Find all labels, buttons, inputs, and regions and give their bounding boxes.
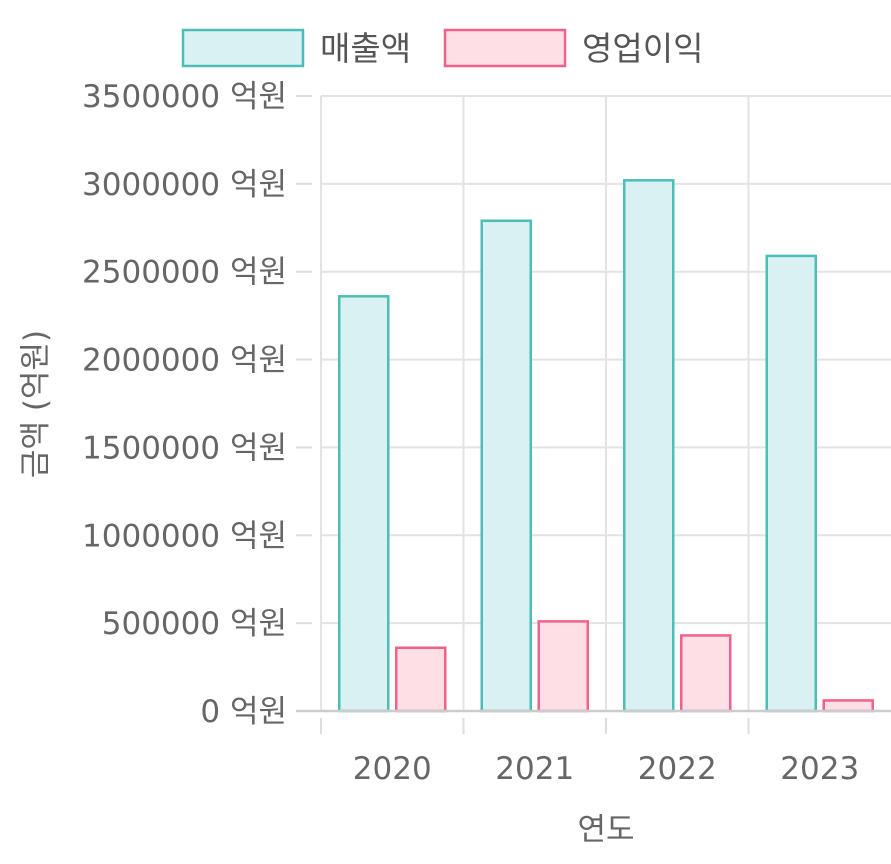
y-tick-label: 3000000 억원 (82, 167, 287, 203)
y-tick-label: 1500000 억원 (82, 430, 287, 466)
legend-swatch-operating-profit (443, 28, 567, 68)
legend-label-operating-profit: 영업이익 (582, 29, 703, 68)
y-tick-label: 0 억원 (200, 694, 287, 730)
legend-label-revenue: 매출액 (320, 29, 411, 68)
y-tick-label: 500000 억원 (102, 606, 287, 642)
x-tick-label: 2021 (495, 751, 574, 787)
legend-swatch-revenue (181, 28, 305, 68)
axes: 0 억원 500000 억원 1000000 억원 1500000 억원 2000000… (82, 79, 891, 787)
bar-operating-profit (822, 699, 874, 713)
y-tick-label: 3500000 억원 (82, 79, 287, 115)
grid-lines (320, 95, 891, 712)
bar-operating-profit (395, 646, 447, 713)
bar-revenue (338, 295, 390, 713)
x-axis-title: 연도 (577, 812, 634, 848)
y-tick-label: 2500000 억원 (82, 255, 287, 291)
x-tick-label: 2022 (638, 751, 717, 787)
y-tick-label: 2000000 억원 (82, 343, 287, 379)
legend: 매출액 영업이익 (181, 28, 703, 68)
y-tick-label: 1000000 억원 (82, 518, 287, 554)
y-axis-title: 금액 (억원) (18, 330, 54, 478)
bar-revenue (480, 219, 532, 713)
x-tick-label: 2023 (780, 751, 859, 787)
bar-revenue (623, 179, 675, 713)
x-tick-label: 2020 (353, 751, 432, 787)
bar-operating-profit (680, 634, 732, 713)
bar-operating-profit (537, 620, 589, 713)
bar-revenue (765, 254, 817, 713)
bars (338, 179, 874, 713)
